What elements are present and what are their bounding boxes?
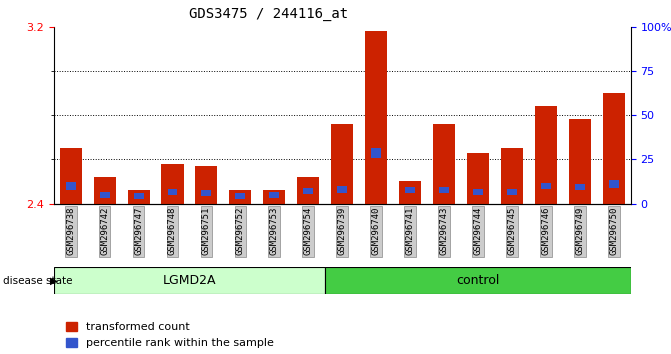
Bar [507,189,517,195]
Bar [371,148,381,158]
Bar [569,120,591,204]
Text: GSM296739: GSM296739 [338,207,347,256]
Bar [162,164,184,204]
Bar [99,192,109,198]
Bar [439,187,449,193]
Text: GSM296746: GSM296746 [541,207,550,256]
Legend: transformed count, percentile rank within the sample: transformed count, percentile rank withi… [66,322,274,348]
Bar [405,187,415,193]
Text: GSM296745: GSM296745 [507,207,517,256]
Bar [134,193,144,199]
Text: GSM296754: GSM296754 [304,207,313,256]
Bar [201,190,211,196]
Text: control: control [456,274,500,287]
Text: GSM296740: GSM296740 [372,207,380,256]
Text: GSM296749: GSM296749 [575,207,584,256]
Bar [535,106,557,204]
Text: GSM296747: GSM296747 [134,207,143,256]
Text: LGMD2A: LGMD2A [162,274,216,287]
Bar [195,166,217,204]
Bar [93,177,115,204]
Bar [501,148,523,204]
Bar [433,124,455,204]
Text: GSM296741: GSM296741 [405,207,415,256]
Bar [54,267,325,294]
Bar [269,192,279,198]
Bar [236,193,246,199]
Bar [365,31,387,204]
Text: GSM296753: GSM296753 [270,207,279,256]
Bar [575,184,585,190]
Bar [66,182,76,190]
Bar [229,190,252,204]
Bar [473,189,483,195]
Bar [331,124,353,204]
Bar [303,188,313,194]
Text: GDS3475 / 244116_at: GDS3475 / 244116_at [189,7,348,21]
Text: disease state: disease state [3,275,73,286]
Bar [541,183,551,189]
Text: GSM296751: GSM296751 [202,207,211,256]
Text: GSM296738: GSM296738 [66,207,75,256]
Bar [325,267,631,294]
Bar [338,186,347,193]
Text: GSM296743: GSM296743 [440,207,448,256]
Text: GSM296744: GSM296744 [474,207,482,256]
Text: GSM296748: GSM296748 [168,207,177,256]
Bar [399,181,421,204]
Bar [127,190,150,204]
Bar [467,153,489,204]
Bar [297,177,319,204]
Bar [603,93,625,204]
Bar [609,180,619,188]
Text: GSM296750: GSM296750 [609,207,618,256]
Text: GSM296742: GSM296742 [100,207,109,256]
Text: ▶: ▶ [50,275,58,286]
Bar [60,148,82,204]
Bar [168,189,177,195]
Text: GSM296752: GSM296752 [236,207,245,256]
Bar [263,190,285,204]
